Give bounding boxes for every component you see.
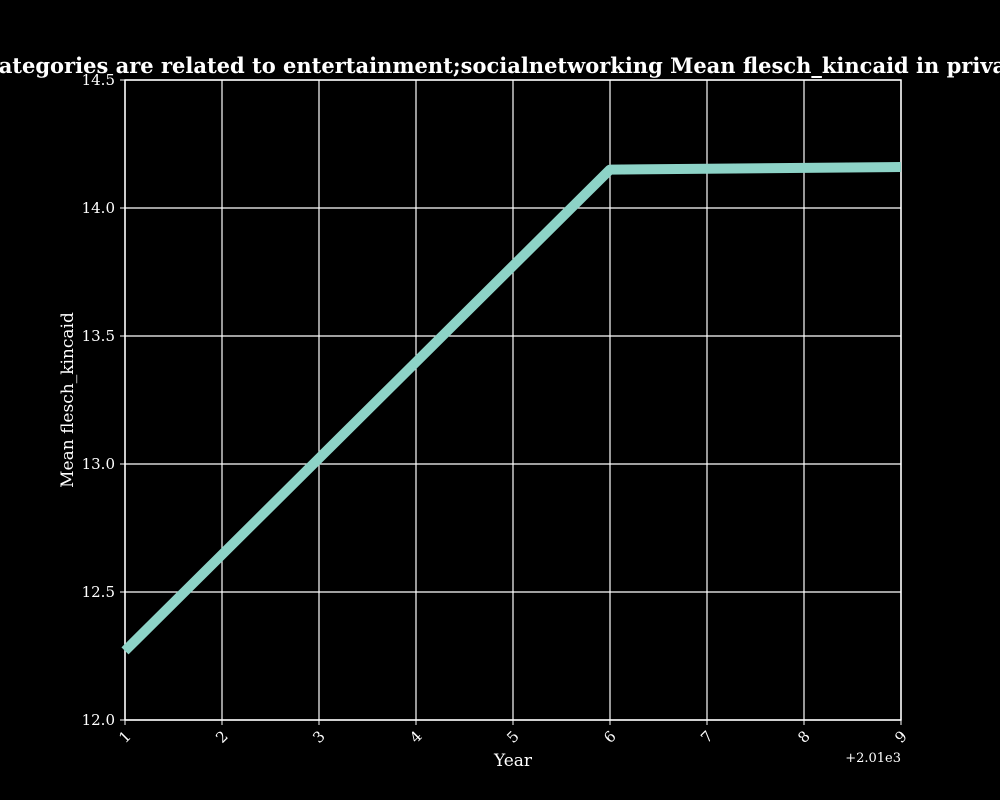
chart-title: Line plot when categories are related to… [0,53,1000,78]
y-tick-label: 13.5 [82,327,115,345]
series-layer [121,162,902,655]
y-tick-label: 12.5 [82,583,115,601]
y-axis-ticks: 12.0 12.5 13.0 13.5 14.0 14.5 [82,71,125,729]
y-tick-label: 14.5 [82,71,115,89]
x-axis-offset-label: +2.01e3 [845,751,901,766]
x-axis-label: Year [493,751,533,771]
y-tick-label: 13.0 [82,455,115,473]
grid [124,79,902,721]
y-axis-label: Mean flesch_kincaid [58,312,78,488]
y-tick-label: 14.0 [82,199,115,217]
y-tick-label: 12.0 [82,711,115,729]
